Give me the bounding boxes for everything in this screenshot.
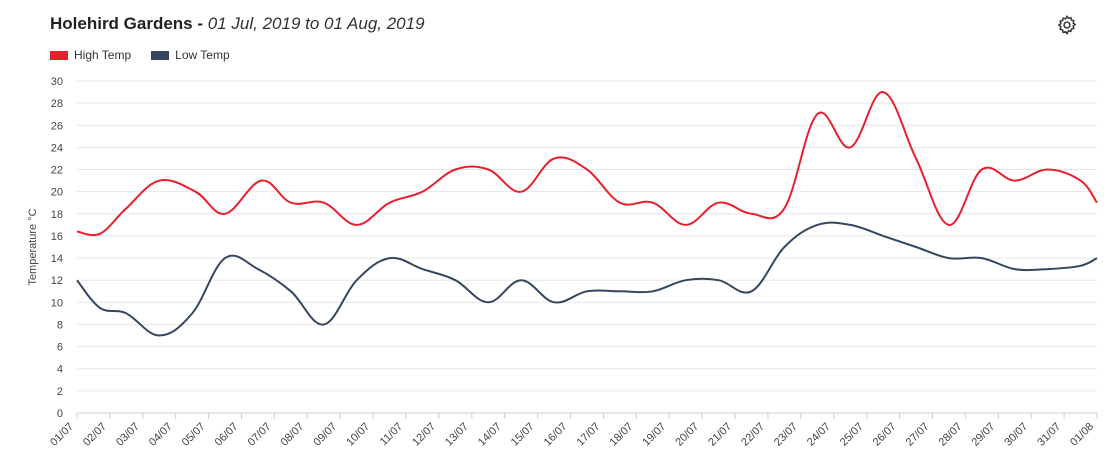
- x-tick-label: 30/07: [1002, 421, 1030, 449]
- x-tick-label: 04/07: [147, 421, 175, 449]
- series-line-high-temp: [76, 91, 1098, 237]
- chart-title: Holehird Gardens - 01 Jul, 2019 to 01 Au…: [50, 14, 425, 34]
- legend-label-high: High Temp: [74, 48, 132, 62]
- x-tick-label: 25/07: [838, 421, 866, 449]
- y-tick-label: 20: [51, 187, 63, 199]
- x-tick-label: 24/07: [805, 421, 833, 449]
- y-tick-label: 30: [51, 76, 63, 88]
- legend-swatch-high: [50, 50, 68, 60]
- y-tick-label: 26: [51, 120, 63, 132]
- y-tick-label: 4: [57, 364, 63, 376]
- x-tick-label: 09/07: [311, 421, 339, 449]
- x-tick-label: 29/07: [969, 421, 997, 449]
- x-tick-label: 21/07: [706, 421, 734, 449]
- y-tick-label: 12: [51, 275, 63, 287]
- x-tick-label: 27/07: [904, 421, 932, 449]
- x-tick-label: 03/07: [114, 421, 142, 449]
- x-tick-label: 18/07: [608, 421, 636, 449]
- y-tick-label: 6: [57, 342, 63, 354]
- series-line-low-temp: [76, 221, 1098, 337]
- x-tick-label: 12/07: [410, 421, 438, 449]
- y-tick-label: 14: [51, 253, 63, 265]
- x-tick-label: 28/07: [937, 421, 965, 449]
- y-tick-label: 22: [51, 165, 63, 177]
- x-tick-label: 01/08: [1068, 421, 1096, 449]
- x-tick-label: 07/07: [246, 421, 274, 449]
- y-tick-label: 16: [51, 231, 63, 243]
- y-tick-label: 24: [51, 142, 63, 154]
- x-tick-label: 23/07: [772, 421, 800, 449]
- x-tick-label: 26/07: [871, 421, 899, 449]
- x-tick-label: 16/07: [542, 421, 570, 449]
- y-tick-label: 28: [51, 98, 63, 110]
- y-axis-title: Temperature °C: [27, 208, 39, 285]
- x-tick-label: 02/07: [81, 421, 109, 449]
- legend-swatch-low: [151, 50, 170, 60]
- legend-item-high[interactable]: High Temp: [50, 48, 131, 62]
- x-tick-label: 08/07: [278, 421, 306, 449]
- x-tick-label: 13/07: [443, 421, 471, 449]
- x-tick-label: 17/07: [575, 421, 603, 449]
- x-tick-label: 22/07: [739, 421, 767, 449]
- gear-icon[interactable]: [1056, 14, 1078, 36]
- x-tick-label: 15/07: [509, 421, 537, 449]
- x-tick-label: 01/07: [48, 421, 76, 449]
- legend-item-low[interactable]: Low Temp: [151, 48, 230, 62]
- title-location: Holehird Gardens -: [50, 14, 204, 33]
- legend-label-low: Low Temp: [175, 48, 230, 62]
- y-tick-label: 2: [57, 386, 63, 398]
- x-tick-label: 11/07: [378, 421, 405, 448]
- x-tick-label: 10/07: [344, 421, 372, 449]
- x-tick-label: 20/07: [673, 421, 701, 449]
- title-date-range: 01 Jul, 2019 to 01 Aug, 2019: [207, 14, 425, 33]
- y-tick-label: 0: [57, 408, 63, 420]
- x-tick-label: 19/07: [640, 421, 668, 449]
- chart-legend: High Temp Low Temp: [50, 48, 230, 62]
- y-tick-label: 10: [51, 297, 63, 309]
- x-tick-label: 06/07: [213, 421, 241, 449]
- y-tick-label: 18: [51, 209, 63, 221]
- x-tick-label: 14/07: [476, 421, 504, 449]
- y-tick-label: 8: [57, 319, 63, 331]
- x-tick-label: 31/07: [1035, 421, 1063, 449]
- x-tick-label: 05/07: [180, 421, 208, 449]
